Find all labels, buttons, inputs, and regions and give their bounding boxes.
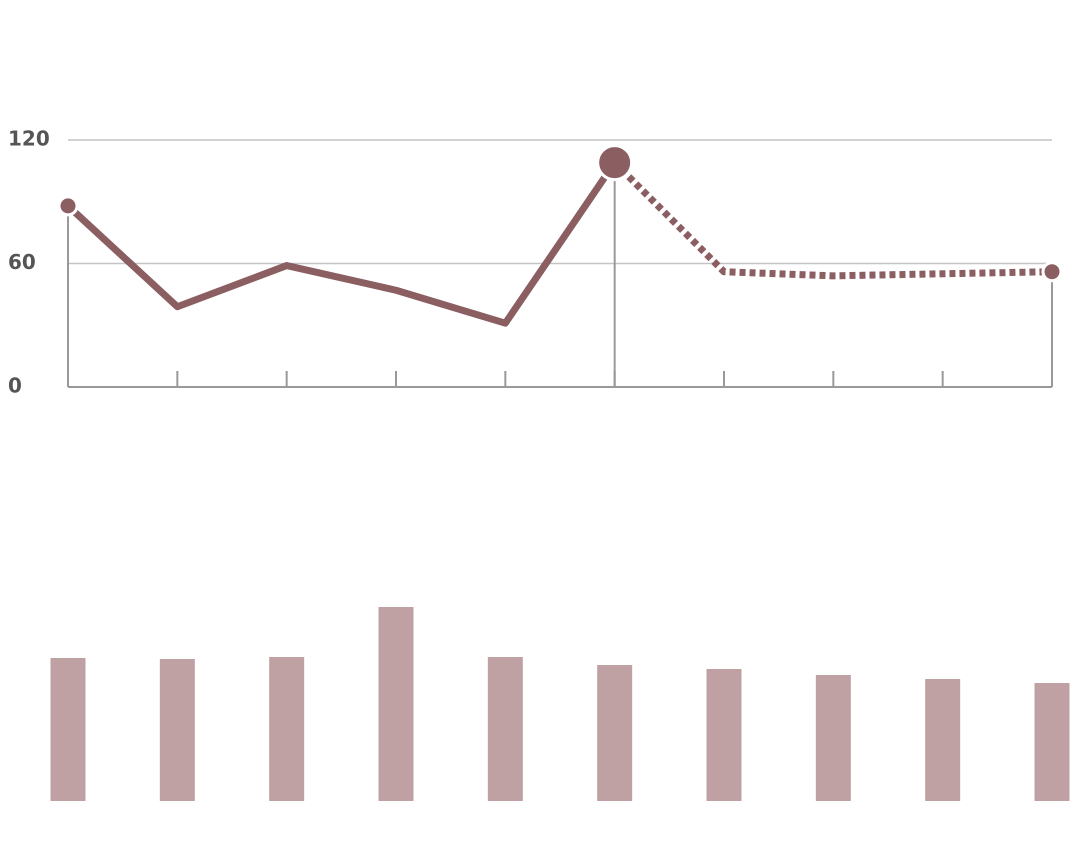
bar: [925, 679, 961, 801]
highlight-marker: [596, 144, 634, 182]
y-tick-label: 0: [8, 374, 22, 398]
bar: [269, 657, 305, 801]
end-marker: [1041, 261, 1063, 283]
line-series: [612, 160, 1053, 280]
line-series: [65, 160, 618, 327]
bar: [706, 669, 742, 801]
y-tick-label: 60: [8, 250, 36, 274]
bar: [159, 659, 195, 801]
bar: [50, 658, 86, 801]
bar: [597, 665, 633, 801]
bar: [378, 607, 414, 801]
bar: [815, 675, 851, 801]
bar: [1034, 683, 1070, 801]
end-marker: [57, 195, 79, 217]
y-tick-label: 120: [8, 127, 50, 151]
bar: [487, 657, 523, 801]
